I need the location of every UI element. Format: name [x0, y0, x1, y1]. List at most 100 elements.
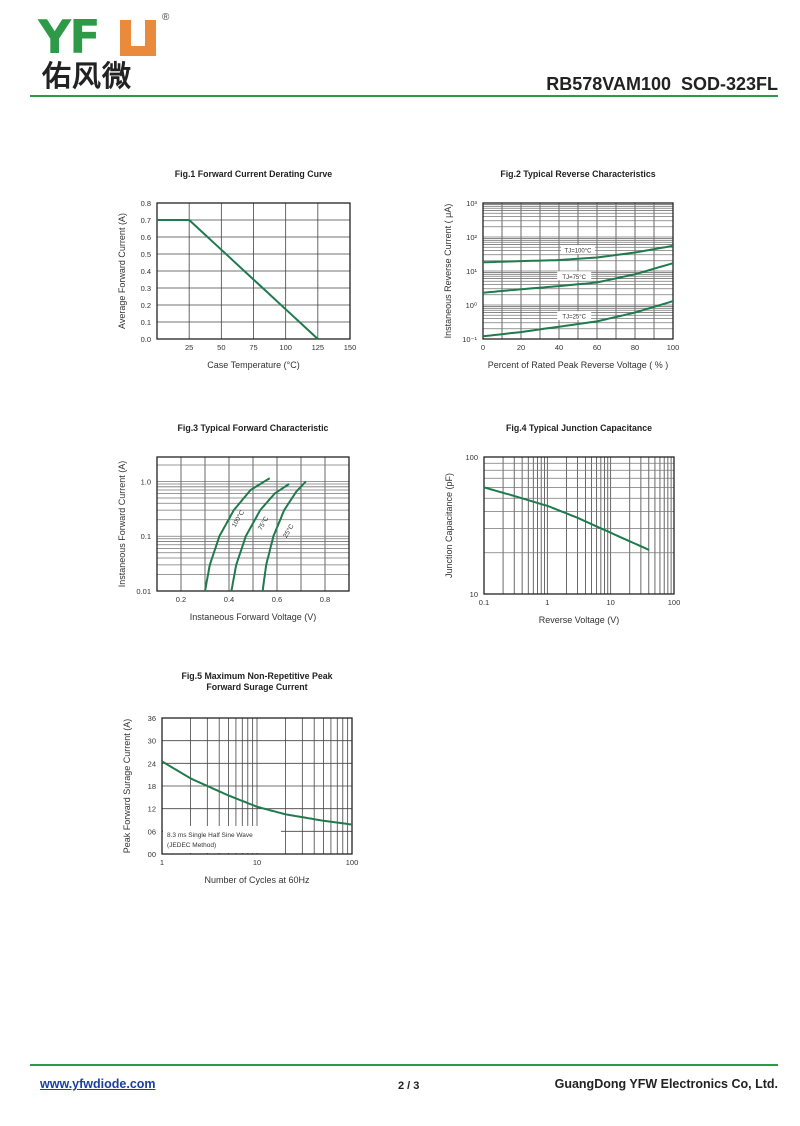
- y-axis-label: Instaneous Reverse Current ( μA): [443, 204, 453, 339]
- chart-annotation: 8.3 ms Single Half Sine Wave: [167, 832, 253, 839]
- x-tick-label: 10: [253, 858, 261, 867]
- footer-divider: [30, 1064, 778, 1066]
- x-tick-label: 0.2: [176, 595, 186, 604]
- y-tick-label: 0.1: [141, 318, 151, 327]
- figure-1: 25 50 75 100 125 150 0.0 0.1 0.2 0.3 0.4 0.5 0.6 0.7 0…: [117, 169, 356, 370]
- x-tick-label: 1: [160, 858, 164, 867]
- y-tick-label: 06: [148, 827, 156, 836]
- x-tick-label: 20: [517, 343, 525, 352]
- y-axis-label: Average Forward Current (A): [117, 213, 127, 329]
- x-tick-label: 80: [631, 343, 639, 352]
- x-tick-label: 25: [185, 343, 193, 352]
- y-tick-label: 30: [148, 737, 156, 746]
- series-label-bg: [557, 311, 592, 321]
- x-tick-label: 150: [344, 343, 357, 352]
- plot-frame: [482, 202, 674, 340]
- series-label: 75°C: [256, 515, 270, 532]
- plot-frame: [156, 202, 351, 340]
- series-label-bg: [557, 271, 592, 281]
- y-tick-label: 0.6: [141, 233, 151, 242]
- series-label-bg: [561, 245, 595, 255]
- registered-mark: ®: [162, 12, 170, 23]
- series-label: TJ=25°C: [562, 315, 586, 321]
- figure-4: 0.1 1 10 100 10 100 Fig.4 Typical Junction Cap…: [444, 423, 680, 625]
- series-curve-tj100c: [482, 244, 674, 264]
- y-axis-label: Instaneous Forward Current (A): [117, 461, 127, 588]
- y-axis-label: Peak Forward Surage Current (A): [122, 719, 132, 854]
- logo-chinese-name: 佑风微: [42, 59, 133, 93]
- x-tick-label: 1: [545, 598, 549, 607]
- x-tick-label: 0.8: [320, 595, 330, 604]
- logo-letters: YF: [38, 10, 101, 64]
- chart-annotation: (JEDEC Method): [167, 842, 216, 849]
- y-tick-label: 10³: [466, 199, 477, 208]
- x-tick-label: 75: [249, 343, 257, 352]
- series-curve-tj75c: [482, 262, 674, 294]
- chart-title: Fig.5 Maximum Non-Repetitive Peak: [181, 671, 332, 681]
- document-title: RB578VAM100 SOD-323FL: [546, 74, 778, 94]
- x-tick-label: 0.4: [224, 595, 234, 604]
- y-tick-label: 1.0: [141, 477, 151, 486]
- x-tick-label: 125: [312, 343, 325, 352]
- x-tick-label: 0: [481, 343, 485, 352]
- series-curve-ifsm: [161, 760, 353, 826]
- y-tick-label: 36: [148, 714, 156, 723]
- y-tick-label: 10²: [466, 233, 477, 242]
- website-link[interactable]: www.yfwdiode.com: [40, 1077, 156, 1091]
- y-tick-label: 24: [148, 759, 156, 768]
- y-tick-label: 0.3: [141, 284, 151, 293]
- x-axis-label: Case Temperature (°C): [207, 360, 299, 370]
- x-axis-label: Number of Cycles at 60Hz: [204, 875, 310, 885]
- x-tick-label: 60: [593, 343, 601, 352]
- chart-title: Fig.2 Typical Reverse Characteristics: [500, 169, 655, 179]
- y-tick-label: 100: [465, 453, 478, 462]
- x-tick-label: 50: [217, 343, 225, 352]
- y-tick-label: 10: [470, 590, 478, 599]
- y-tick-label: 0.7: [141, 216, 151, 225]
- y-tick-label: 0.5: [141, 250, 151, 259]
- x-tick-label: 100: [668, 598, 681, 607]
- y-tick-label: 10⁻¹: [462, 335, 477, 344]
- page-number: 2 / 3: [398, 1080, 420, 1092]
- y-axis-label: Junction Capacitance (pF): [444, 473, 454, 578]
- y-tick-label: 0.2: [141, 301, 151, 310]
- y-tick-label: 12: [148, 805, 156, 814]
- x-axis-label: Percent of Rated Peak Reverse Voltage ( …: [488, 360, 669, 370]
- chart-title: Fig.1 Forward Current Derating Curve: [175, 169, 332, 179]
- chart-title: Forward Surage Current: [206, 682, 307, 692]
- x-tick-label: 100: [279, 343, 292, 352]
- y-tick-label: 0.1: [141, 532, 151, 541]
- y-tick-label: 00: [148, 850, 156, 859]
- plot-frame: [483, 456, 675, 595]
- annotation-bg: [163, 826, 281, 853]
- y-tick-label: 0.4: [141, 267, 151, 276]
- chart-title: Fig.4 Typical Junction Capacitance: [506, 423, 652, 433]
- series-label: 25°C: [281, 522, 295, 539]
- header-divider: [30, 95, 778, 97]
- x-tick-label: 0.1: [479, 598, 489, 607]
- plot-frame: [156, 456, 350, 592]
- figure-3: 0.2 0.4 0.6 0.8 0.01 0.1 1.0 Fig.3 Typical Forw…: [117, 423, 350, 622]
- series-curve-derating: [157, 219, 319, 340]
- x-tick-label: 0.6: [272, 595, 282, 604]
- y-tick-label: 0.8: [141, 199, 151, 208]
- x-tick-label: 10: [606, 598, 614, 607]
- figure-2: 0 20 40 60 80 100 10⁻¹ 10⁰ 10¹ 10² 10³ Fig.2 Typica…: [443, 169, 679, 370]
- y-tick-label: 10⁰: [466, 301, 477, 310]
- series-curve-tj25c: [482, 300, 674, 338]
- figure-5: 1 10 100 00 06 12 18 24 30 36 Fig.5 Maximum Non-Re…: [122, 671, 358, 885]
- company-logo: YF ® 佑风微: [38, 10, 170, 94]
- series-label: TJ=100°C: [565, 249, 593, 255]
- series-label: TJ=75°C: [562, 275, 586, 281]
- y-tick-label: 0.0: [141, 335, 151, 344]
- x-axis-label: Instaneous Forward Voltage (V): [190, 612, 317, 622]
- y-tick-label: 18: [148, 782, 156, 791]
- logo-u-mark: [120, 20, 156, 56]
- series-curve-75c: [230, 483, 290, 592]
- series-curve-100c: [204, 477, 271, 592]
- x-tick-label: 40: [555, 343, 563, 352]
- series-curve-25c: [261, 480, 307, 592]
- company-name: GuangDong YFW Electronics Co, Ltd.: [554, 1077, 778, 1091]
- plot-frame: [161, 717, 353, 855]
